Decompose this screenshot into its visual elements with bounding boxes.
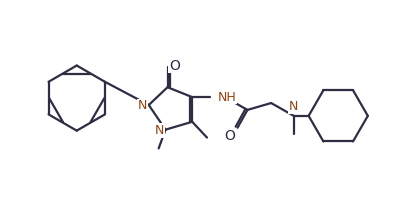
Text: N: N bbox=[138, 99, 147, 112]
Text: N: N bbox=[289, 100, 299, 113]
Text: NH: NH bbox=[218, 90, 236, 104]
Text: O: O bbox=[224, 129, 235, 143]
Text: O: O bbox=[169, 59, 180, 73]
Text: N: N bbox=[155, 124, 164, 137]
